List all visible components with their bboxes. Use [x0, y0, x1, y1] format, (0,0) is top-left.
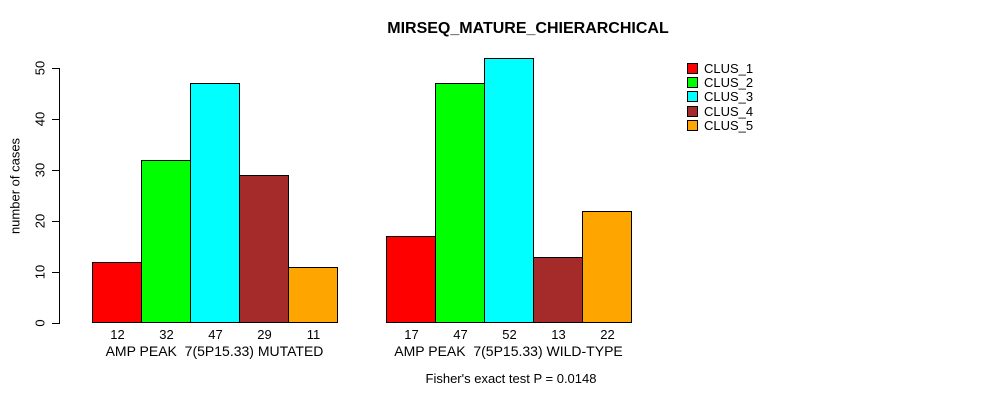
y-tick-mark-0 — [52, 323, 59, 324]
bar-clus_2-group1 — [141, 159, 191, 323]
bar-clus_2-group2 — [435, 83, 485, 323]
bar-value-label: 13 — [551, 327, 566, 342]
group-label-mutated: AMP PEAK 7(5P15.33) MUTATED — [105, 343, 324, 359]
bar-value-label: 47 — [453, 327, 468, 342]
bar-clus_4-group1 — [239, 175, 289, 323]
legend-item-clus_5: CLUS_5 — [687, 118, 754, 134]
bar-value-label: 32 — [159, 327, 174, 342]
bar-value-label: 29 — [257, 327, 272, 342]
fisher-test-annotation: Fisher's exact test P = 0.0148 — [425, 371, 597, 386]
y-tick-mark-40 — [52, 119, 59, 120]
bar-value-label: 22 — [600, 327, 615, 342]
legend-swatch-clus_2 — [687, 77, 698, 89]
legend-label-clus_2: CLUS_2 — [704, 75, 754, 91]
y-tick-mark-50 — [52, 68, 59, 69]
chart-title: MIRSEQ_MATURE_CHIERARCHICAL — [387, 20, 669, 37]
bar-value-label: 52 — [502, 327, 517, 342]
y-tick-mark-30 — [52, 170, 59, 171]
y-tick-label-50: 50 — [32, 60, 48, 76]
legend-swatch-clus_5 — [687, 120, 698, 132]
bar-value-label: 47 — [208, 327, 223, 342]
legend-swatch-clus_4 — [687, 105, 698, 117]
legend-item-clus_1: CLUS_1 — [687, 60, 754, 76]
legend-label-clus_4: CLUS_4 — [704, 103, 754, 119]
legend-item-clus_3: CLUS_3 — [687, 89, 754, 105]
legend-swatch-clus_1 — [687, 62, 698, 74]
y-tick-label-0: 0 — [32, 319, 48, 327]
legend: CLUS_1 CLUS_2 CLUS_3 CLUS_4 CLUS_5 — [687, 61, 753, 133]
bar-value-label: 12 — [110, 327, 125, 342]
bar-clus_3-group2 — [484, 57, 534, 323]
y-axis-title: number of cases — [7, 137, 23, 235]
bar-value-label: 11 — [306, 327, 321, 342]
legend-label-clus_1: CLUS_1 — [704, 60, 754, 76]
y-tick-label-10: 10 — [32, 264, 48, 280]
legend-item-clus_4: CLUS_4 — [687, 103, 754, 119]
bar-clus_3-group1 — [190, 83, 240, 323]
group-label-wild-type: AMP PEAK 7(5P15.33) WILD-TYPE — [394, 343, 623, 359]
y-tick-label-20: 20 — [32, 213, 48, 229]
y-tick-label-40: 40 — [32, 111, 48, 127]
y-tick-mark-10 — [52, 272, 59, 273]
bar-clus_5-group1 — [288, 266, 338, 323]
bar-clus_4-group2 — [533, 256, 583, 323]
y-tick-label-30: 30 — [32, 162, 48, 178]
bar-clus_5-group2 — [582, 210, 632, 323]
legend-label-clus_3: CLUS_3 — [704, 89, 754, 105]
y-axis-line — [59, 68, 60, 324]
bar-clus_1-group2 — [386, 236, 436, 323]
y-tick-mark-20 — [52, 221, 59, 222]
legend-item-clus_2: CLUS_2 — [687, 75, 754, 91]
bar-clus_1-group1 — [92, 261, 142, 323]
legend-swatch-clus_3 — [687, 91, 698, 103]
bar-value-label: 17 — [404, 327, 419, 342]
legend-label-clus_5: CLUS_5 — [704, 118, 754, 134]
